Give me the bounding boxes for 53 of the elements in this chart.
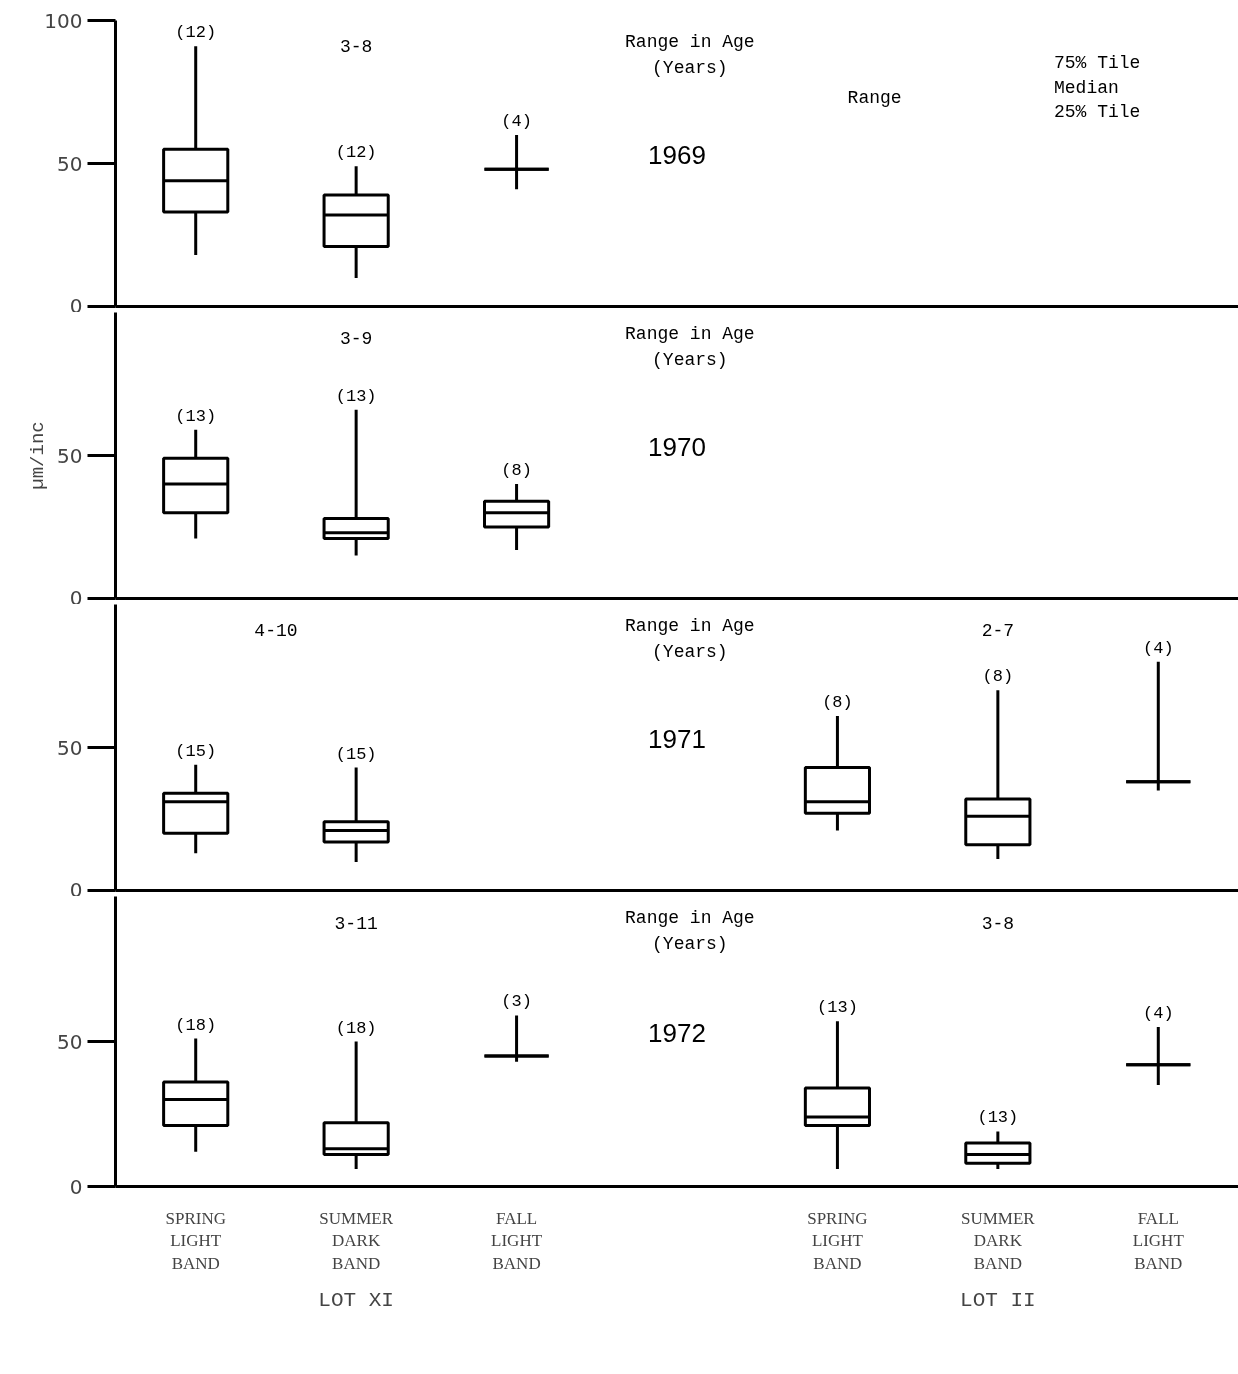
text: (15) [175, 741, 217, 761]
y-tick-label: 50 [57, 735, 83, 760]
annotation: 3-8 [339, 37, 373, 58]
annotation: Median [1054, 77, 1119, 98]
annotation: 3-8 [981, 913, 1015, 934]
text: (3) [501, 992, 532, 1012]
text: (13) [335, 386, 377, 406]
text: (12) [335, 143, 377, 163]
text: (4) [1142, 1004, 1174, 1023]
y-axis-title: µm/inc [27, 421, 50, 490]
text: (8) [501, 461, 532, 481]
x-tick-label: SPRING LIGHT BAND [165, 1208, 226, 1274]
annotation: 3-11 [334, 913, 378, 934]
text: LOT II [960, 1288, 1036, 1312]
y-tick-label: 0 [69, 877, 83, 902]
y-tick-label: 50 [57, 1029, 83, 1054]
x-tick-label: SPRING LIGHT BAND [807, 1208, 868, 1274]
y-tick-label: 50 [57, 151, 83, 176]
y-tick-label: 0 [69, 293, 83, 318]
annotation: 75% Tile [1054, 53, 1141, 74]
text: Range in Age (Years) [625, 908, 755, 955]
text: (18) [335, 1018, 377, 1038]
annotation: 4-10 [254, 621, 298, 642]
text: (12) [175, 23, 217, 43]
x-tick-label: SUMMER DARK BAND [961, 1208, 1036, 1274]
text: 1972 [648, 1017, 706, 1048]
text: Range in Age (Years) [625, 31, 755, 78]
text: (8) [822, 693, 853, 713]
text: (15) [335, 744, 377, 764]
text: (8) [982, 667, 1014, 687]
x-tick-label: FALL LIGHT BAND [491, 1208, 543, 1274]
text: 1970 [648, 431, 706, 462]
text: LOT XI [318, 1288, 394, 1312]
annotation: 3-9 [339, 329, 373, 350]
text: (13) [977, 1108, 1019, 1128]
text: 1969 [648, 139, 706, 170]
text: (13) [817, 998, 858, 1018]
y-tick-label: 0 [69, 585, 83, 610]
y-tick-label: 0 [69, 1174, 83, 1199]
text: (4) [501, 111, 532, 131]
text: Range in Age (Years) [625, 323, 755, 370]
text: (13) [175, 406, 217, 426]
y-tick-label: 100 [44, 8, 83, 33]
x-tick-label: FALL LIGHT BAND [1132, 1208, 1185, 1274]
annotation: Range [847, 87, 902, 108]
annotation: 2-7 [981, 621, 1015, 642]
text: Range in Age (Years) [625, 615, 755, 662]
text: (18) [175, 1015, 217, 1035]
y-tick-label: 50 [57, 443, 83, 468]
text: 1971 [648, 723, 706, 754]
x-tick-label: SUMMER DARK BAND [319, 1208, 394, 1274]
text: (4) [1142, 638, 1174, 658]
annotation: 25% Tile [1054, 102, 1141, 123]
